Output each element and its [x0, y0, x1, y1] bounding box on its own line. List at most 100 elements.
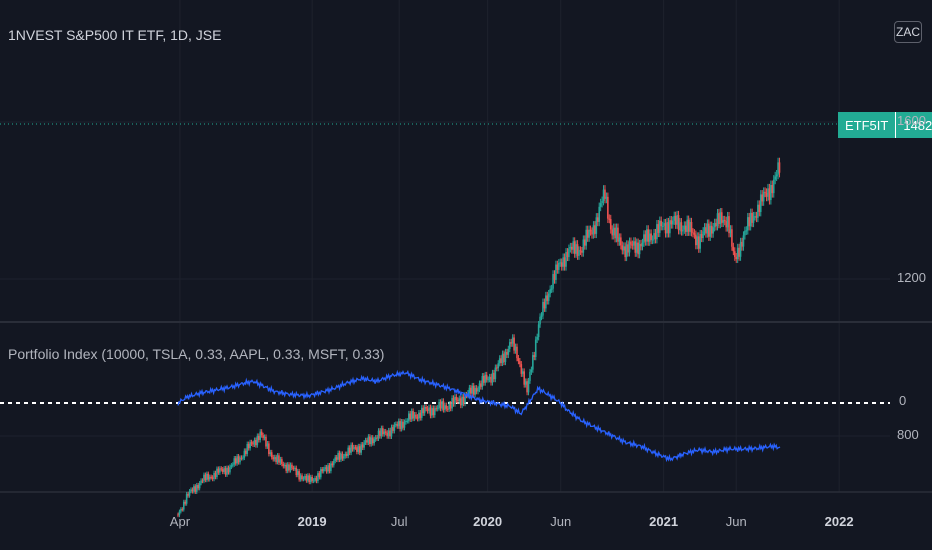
- candle-body: [604, 189, 606, 199]
- candle-body: [413, 414, 416, 419]
- portfolio-index-line: [177, 369, 781, 463]
- candle-body: [268, 443, 270, 455]
- candle-body: [265, 436, 267, 447]
- candle-body: [402, 421, 404, 428]
- candle-body: [230, 465, 233, 467]
- candle-body: [216, 468, 218, 478]
- candle-body: [249, 442, 251, 449]
- candle-body: [736, 247, 739, 260]
- price-axis-tick: 800: [897, 427, 919, 442]
- price-axis-tick: 1200: [897, 270, 926, 285]
- candle-body: [658, 220, 661, 233]
- candle-body: [738, 247, 740, 257]
- candle-body: [744, 230, 746, 236]
- candle-body: [695, 234, 697, 246]
- candle-body: [330, 463, 332, 472]
- candle-body: [325, 467, 328, 472]
- candle-body: [493, 372, 495, 380]
- candle-body: [331, 463, 334, 466]
- candle-body: [384, 431, 387, 433]
- candle-body: [217, 468, 220, 473]
- candle-body: [452, 398, 455, 404]
- candle-body: [304, 475, 306, 479]
- candle-body: [715, 222, 717, 227]
- candle-body: [563, 257, 566, 267]
- candle-body: [237, 456, 240, 463]
- candle-body: [327, 465, 329, 472]
- candle-body: [332, 460, 335, 466]
- candle-body: [462, 396, 465, 404]
- candle-body: [741, 241, 743, 247]
- candle-body: [778, 162, 781, 173]
- candle-body: [308, 475, 311, 483]
- candle-body: [716, 213, 719, 227]
- candle-body: [556, 264, 559, 270]
- candle-body: [382, 428, 384, 435]
- candle-body: [213, 472, 215, 480]
- candle-body: [354, 447, 357, 449]
- candle-body: [475, 388, 478, 392]
- candle-body: [507, 348, 510, 355]
- candle-body: [742, 235, 745, 247]
- candle-body: [503, 353, 505, 362]
- time-axis-tick: Jul: [390, 514, 408, 529]
- candle-body: [526, 381, 528, 393]
- candle-body: [423, 406, 426, 414]
- candle-body: [363, 442, 365, 448]
- candle-body: [185, 493, 188, 504]
- candle-body: [647, 229, 650, 242]
- candle-body: [373, 439, 375, 444]
- candle-body: [519, 361, 521, 365]
- candle-body: [410, 411, 413, 420]
- candle-body: [386, 432, 388, 437]
- candle-body: [555, 264, 557, 280]
- candle-body: [540, 315, 543, 317]
- candle-body: [494, 367, 497, 380]
- candle-body: [292, 467, 295, 469]
- candle-body: [579, 250, 582, 252]
- candle-body: [543, 302, 546, 309]
- candle-body: [289, 464, 292, 471]
- candle-body: [425, 406, 427, 409]
- candle-body: [666, 222, 668, 234]
- candle-body: [732, 246, 735, 252]
- candle-body: [483, 375, 485, 383]
- candle-body: [224, 468, 227, 475]
- candle-body: [761, 194, 764, 202]
- candle-body: [322, 469, 325, 472]
- candle-body: [478, 383, 481, 390]
- candle-body: [511, 337, 514, 344]
- candle-body: [392, 427, 394, 431]
- candle-body: [777, 162, 779, 175]
- candle-body: [721, 212, 723, 223]
- candle-body: [184, 501, 187, 504]
- candle-body: [598, 206, 601, 222]
- candle-body: [661, 225, 664, 227]
- candle-body: [508, 342, 511, 349]
- candle-body: [542, 302, 544, 316]
- candle-body: [664, 223, 667, 234]
- candle-body: [270, 452, 273, 458]
- candle-body: [315, 477, 318, 482]
- candle-body: [573, 241, 576, 254]
- currency-scale-button[interactable]: ZAC: [894, 21, 922, 43]
- candle-body: [426, 408, 429, 411]
- candle-body: [305, 475, 308, 481]
- candle-body: [552, 274, 554, 289]
- candle-body: [302, 478, 305, 480]
- candle-body: [341, 453, 344, 459]
- candle-body: [726, 216, 729, 228]
- candle-body: [734, 251, 736, 257]
- candle-body: [684, 225, 687, 232]
- candle-body: [588, 229, 590, 238]
- candle-body: [357, 446, 360, 452]
- candle-body: [510, 342, 513, 344]
- candle-body: [369, 436, 371, 445]
- candle-body: [298, 471, 300, 480]
- candle-body: [764, 191, 766, 193]
- candle-body: [256, 435, 259, 446]
- candle-body: [232, 464, 234, 466]
- candle-body: [190, 489, 192, 492]
- candle-body: [299, 475, 302, 480]
- candle-body: [374, 437, 377, 440]
